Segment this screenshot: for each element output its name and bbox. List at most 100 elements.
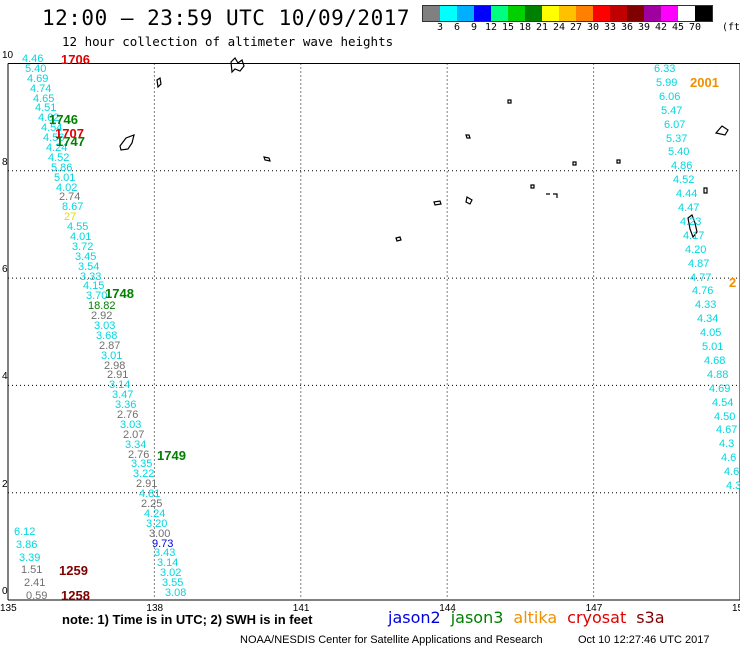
wave-height-value: 3.35 [131, 458, 153, 470]
color-swatch [610, 6, 627, 21]
y-tick-label: 2 [2, 478, 8, 490]
wave-height-value: 3.68 [96, 330, 118, 342]
legend-s3a: s3a [636, 608, 665, 627]
wave-height-value: 4.87 [688, 258, 710, 270]
color-swatch [627, 6, 644, 21]
color-scale-label: 6 [453, 22, 461, 33]
color-scale-label: 39 [637, 22, 651, 33]
wave-height-value: 3.54 [78, 261, 100, 273]
wave-height-value: 3.01 [101, 350, 123, 362]
y-tick-label: 8 [2, 156, 8, 168]
wave-height-value: 5.47 [661, 105, 683, 117]
wave-height-value: 3.00 [149, 528, 171, 540]
wave-height-value: 3.22 [133, 468, 155, 480]
wave-height-value: 4.77 [690, 272, 712, 284]
wave-height-value: 3.43 [154, 547, 176, 559]
color-swatch [661, 6, 678, 21]
pass-time-label: 1706 [61, 52, 90, 67]
pass-time-label: 2 [729, 275, 737, 290]
color-scale-label: 45 [671, 22, 685, 33]
island-outline [263, 156, 271, 162]
color-swatch [508, 6, 525, 21]
x-tick-label: 150 [732, 603, 740, 614]
x-tick-label: 147 [585, 603, 603, 614]
generated-time: Oct 10 12:27:46 UTC 2017 [578, 634, 710, 646]
island-outline [156, 76, 162, 89]
wave-height-value: 2.41 [24, 577, 46, 589]
wave-height-value: 4.86 [671, 160, 693, 172]
island-outline [119, 134, 135, 151]
color-swatch [474, 6, 491, 21]
wave-height-value: 3.14 [109, 379, 131, 391]
wave-height-value: 0.59 [26, 590, 48, 602]
wave-height-value: 5.40 [25, 63, 47, 75]
wave-height-value: 3.03 [94, 320, 116, 332]
wave-height-value: 4.47 [678, 202, 700, 214]
color-scale-label: 3 [436, 22, 444, 33]
color-scale-bar [422, 5, 713, 22]
island-outline [616, 159, 621, 164]
wave-height-value: 2.87 [99, 340, 121, 352]
wave-height-value: 4.55 [67, 221, 89, 233]
x-tick-label: 141 [292, 603, 310, 614]
wave-height-value: 3.02 [160, 567, 182, 579]
pass-time-label: 1746 [49, 112, 78, 127]
wave-height-value: 5.37 [666, 133, 688, 145]
color-scale-label: 42 [654, 22, 668, 33]
wave-height-value: 1.51 [21, 564, 43, 576]
wave-height-value: 4.81 [139, 488, 161, 500]
wave-height-value: 4.15 [83, 280, 105, 292]
color-swatch [491, 6, 508, 21]
wave-height-value: 4.23 [680, 216, 702, 228]
pass-time-label: 1747 [56, 134, 85, 149]
wave-height-value: 6.06 [659, 91, 681, 103]
pass-time-label: 1707 [55, 126, 84, 141]
island-outline [465, 196, 473, 205]
wave-height-value: 4.69 [27, 73, 49, 85]
legend-jason2: jason2 [388, 608, 441, 627]
color-swatch [695, 6, 712, 21]
wave-height-value: 5.40 [668, 146, 690, 158]
wave-height-value: 2.92 [91, 310, 113, 322]
island-outline [572, 161, 577, 166]
wave-height-value: 4.02 [56, 182, 78, 194]
chart-title: 12:00 – 23:59 UTC 10/09/2017 [42, 6, 411, 30]
color-scale-label: 36 [620, 22, 634, 33]
island-outline [546, 193, 558, 198]
wave-height-value: 4.50 [714, 411, 736, 423]
wave-height-value: 4.67 [716, 424, 738, 436]
wave-height-value: 5.01 [54, 172, 76, 184]
wave-height-value: 4.76 [692, 285, 714, 297]
wave-height-value: 3.20 [146, 518, 168, 530]
x-tick-label: 144 [439, 603, 456, 614]
wave-height-value: 4.74 [30, 83, 52, 95]
island-outline [507, 99, 512, 104]
wave-height-value: 4.46 [22, 53, 44, 65]
color-scale-label: 15 [501, 22, 515, 33]
wave-height-value: 3.33 [80, 271, 102, 283]
island-outline [530, 184, 535, 189]
color-swatch [440, 6, 457, 21]
color-scale-label: 30 [586, 22, 600, 33]
wave-height-value: 4.69 [709, 383, 731, 395]
wave-height-value: 4.01 [70, 231, 92, 243]
wave-height-value: 2.74 [59, 191, 81, 203]
wave-height-value: 3.72 [72, 241, 94, 253]
pass-time-label: 2001 [690, 75, 719, 90]
color-swatch [423, 6, 440, 21]
wave-height-value: 4.24 [46, 142, 68, 154]
color-swatch [457, 6, 474, 21]
wave-height-value: 3.14 [157, 557, 179, 569]
wave-height-value: 3.47 [112, 389, 134, 401]
legend-jason3: jason3 [450, 608, 504, 627]
wave-height-value: 4.44 [676, 188, 698, 200]
wave-height-value: 4.68 [704, 355, 726, 367]
wave-height-value: 4.6 [721, 452, 737, 464]
color-scale-label: 27 [569, 22, 583, 33]
legend-cryosat: cryosat [567, 608, 627, 627]
wave-height-value: 4.62 [38, 112, 60, 124]
color-scale-unit: (ft) [721, 22, 740, 33]
wave-height-value: 5.99 [656, 77, 678, 89]
y-tick-label: 0 [2, 586, 8, 597]
